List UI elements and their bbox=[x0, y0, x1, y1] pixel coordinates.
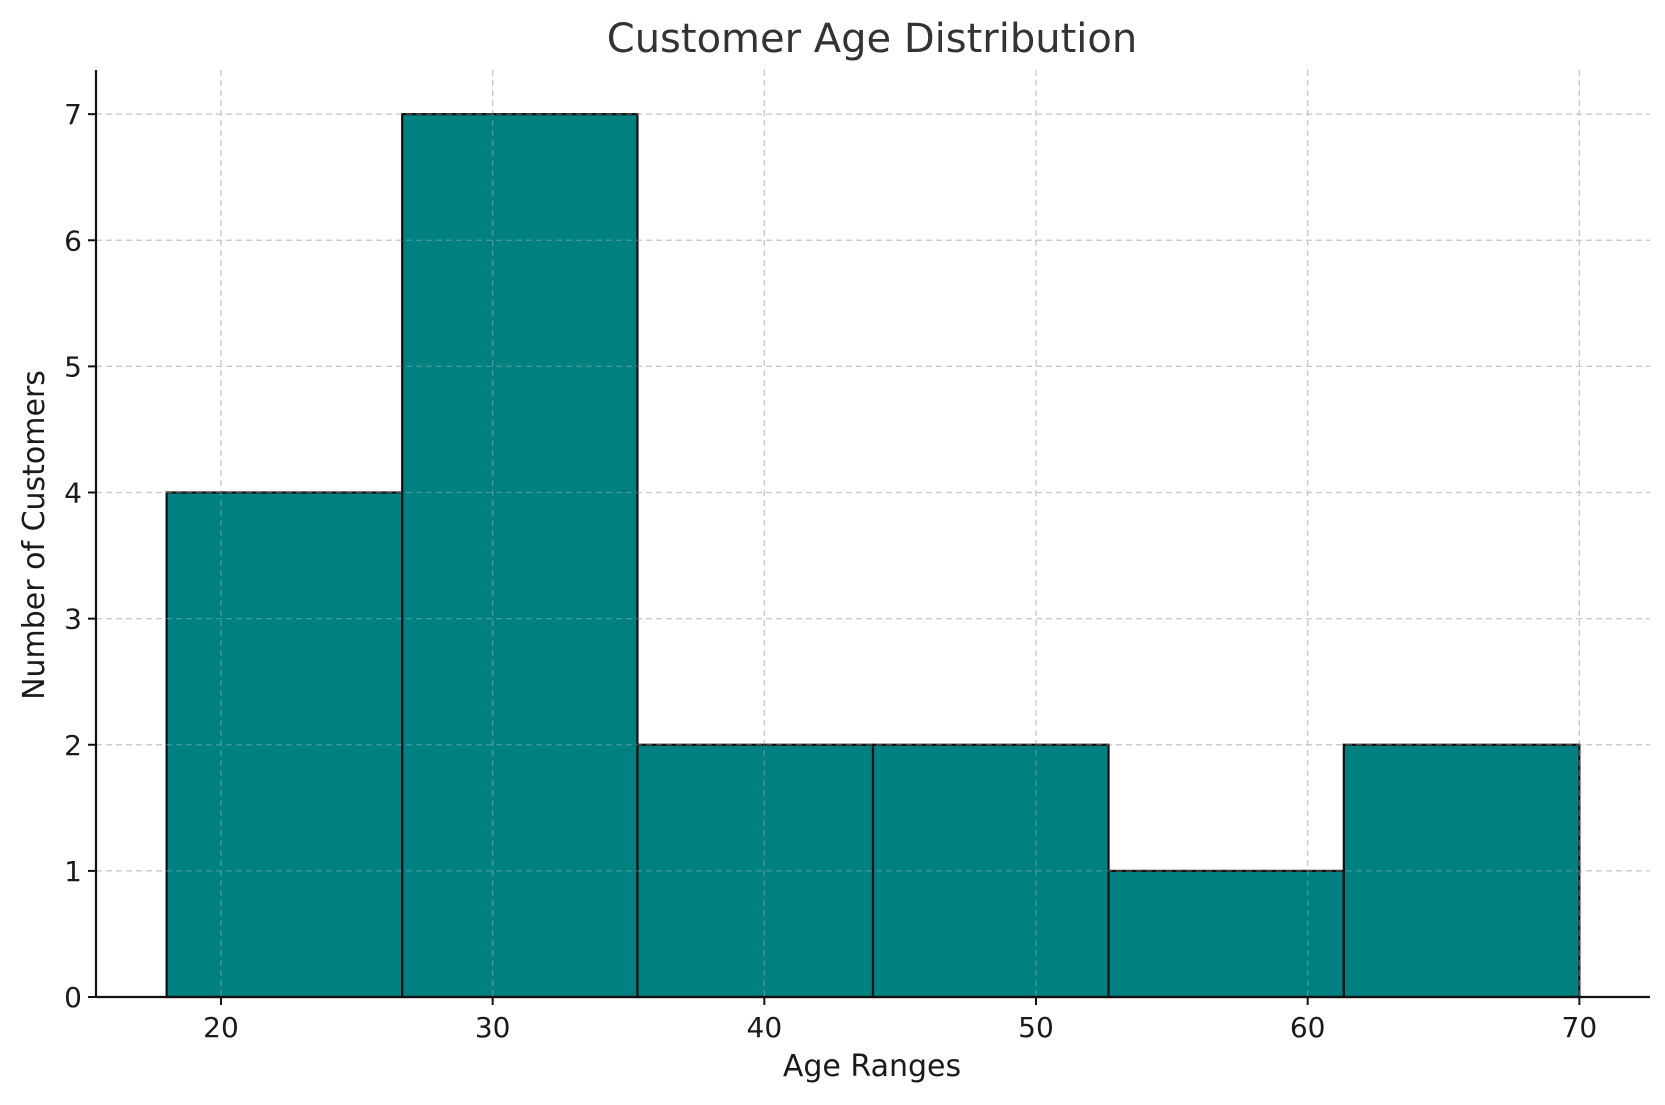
tick-labels: 20 30 40 50 60 70 0 1 2 3 4 5 6 7 bbox=[64, 98, 1597, 1044]
grid-overlay bbox=[96, 70, 1650, 997]
y-tick-label-2: 2 bbox=[64, 729, 82, 762]
x-tick-label-30: 30 bbox=[475, 1011, 511, 1044]
y-axis-label: Number of Customers bbox=[17, 370, 52, 700]
y-tick-label-0: 0 bbox=[64, 981, 82, 1014]
bars bbox=[96, 70, 1650, 999]
histogram-bar-3 bbox=[636, 743, 875, 999]
x-tick-label-50: 50 bbox=[1018, 1011, 1054, 1044]
histogram-bar-2 bbox=[401, 113, 639, 999]
y-tick-label-3: 3 bbox=[64, 603, 82, 636]
x-tick-label-70: 70 bbox=[1562, 1011, 1598, 1044]
y-tick-label-5: 5 bbox=[64, 350, 82, 383]
x-axis-label: Age Ranges bbox=[783, 1049, 961, 1084]
y-tick-label-4: 4 bbox=[64, 477, 82, 510]
x-tick-label-20: 20 bbox=[203, 1011, 239, 1044]
y-tick-label-7: 7 bbox=[64, 98, 82, 131]
x-tick-label-40: 40 bbox=[747, 1011, 783, 1044]
histogram-bar-4 bbox=[871, 743, 1110, 999]
histogram-bar-6 bbox=[1342, 743, 1581, 999]
axes bbox=[88, 70, 1650, 1005]
y-tick-label-6: 6 bbox=[64, 224, 82, 257]
x-tick-label-60: 60 bbox=[1290, 1011, 1326, 1044]
y-tick-label-1: 1 bbox=[64, 855, 82, 888]
histogram-bar-5 bbox=[1107, 869, 1345, 999]
chart-title: Customer Age Distribution bbox=[607, 16, 1137, 62]
